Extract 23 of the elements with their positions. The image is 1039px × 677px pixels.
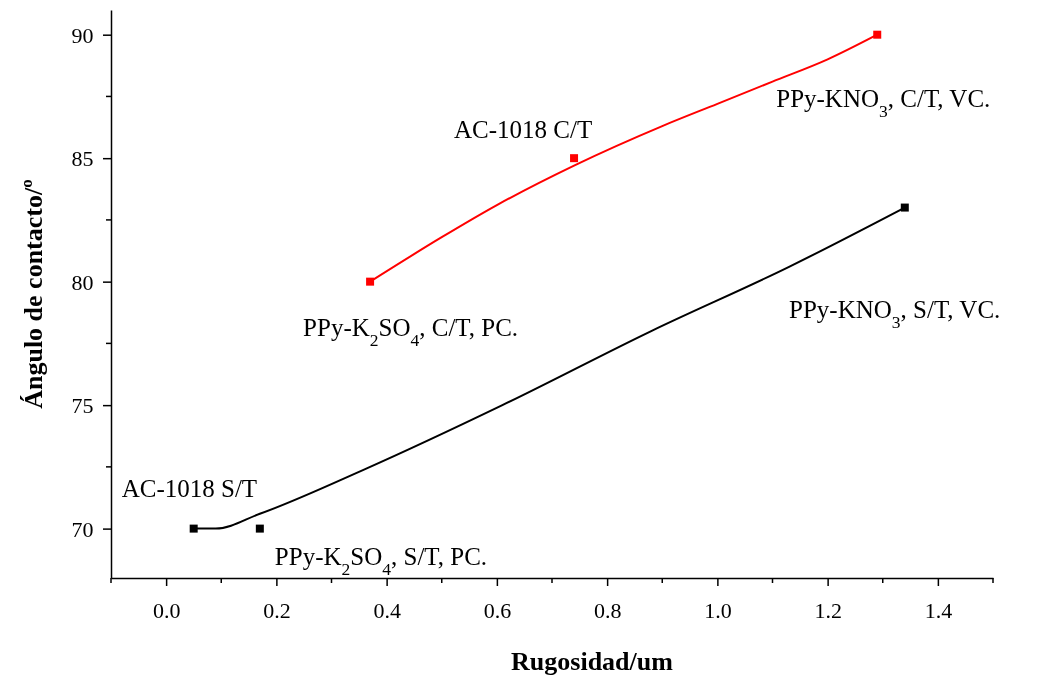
y-tick-label: 80 (71, 269, 94, 295)
annotation: PPy-K$_{2}$SO$_{4}$, C/T, PC. (303, 313, 519, 350)
annotation: PPy-KNO$_{3}$, C/T, VC. (776, 84, 991, 121)
x-tick-label: 0.6 (483, 597, 512, 623)
point (255, 524, 264, 533)
y-tick-label: 75 (71, 393, 94, 419)
x-tick-label: 0.2 (263, 597, 291, 623)
y-tick-label: 85 (71, 146, 94, 172)
y-axis-title: Ángulo de contacto/º (19, 179, 48, 409)
annotation: AC-1018 C/T (454, 116, 593, 144)
x-tick-label: 1.4 (924, 597, 953, 623)
x-tick-label: 0.8 (593, 597, 622, 623)
x-axis-title: Rugosidad/um (511, 647, 674, 676)
y-tick-label: 70 (71, 516, 94, 542)
x-tick-label: 0.0 (152, 597, 181, 623)
x-tick-label: 1.2 (814, 597, 842, 623)
annotation: PPy-KNO$_{3}$, S/T, VC. (789, 296, 1001, 332)
x-tick-label: 1.0 (704, 597, 732, 623)
point (570, 154, 579, 163)
y-tick-label: 90 (71, 22, 94, 48)
x-tick-label: 0.4 (373, 597, 401, 623)
annotation: PPy-K$_{2}$SO$_{4}$, S/T, PC. (274, 542, 488, 579)
annotation: AC-1018 S/T (121, 474, 258, 502)
